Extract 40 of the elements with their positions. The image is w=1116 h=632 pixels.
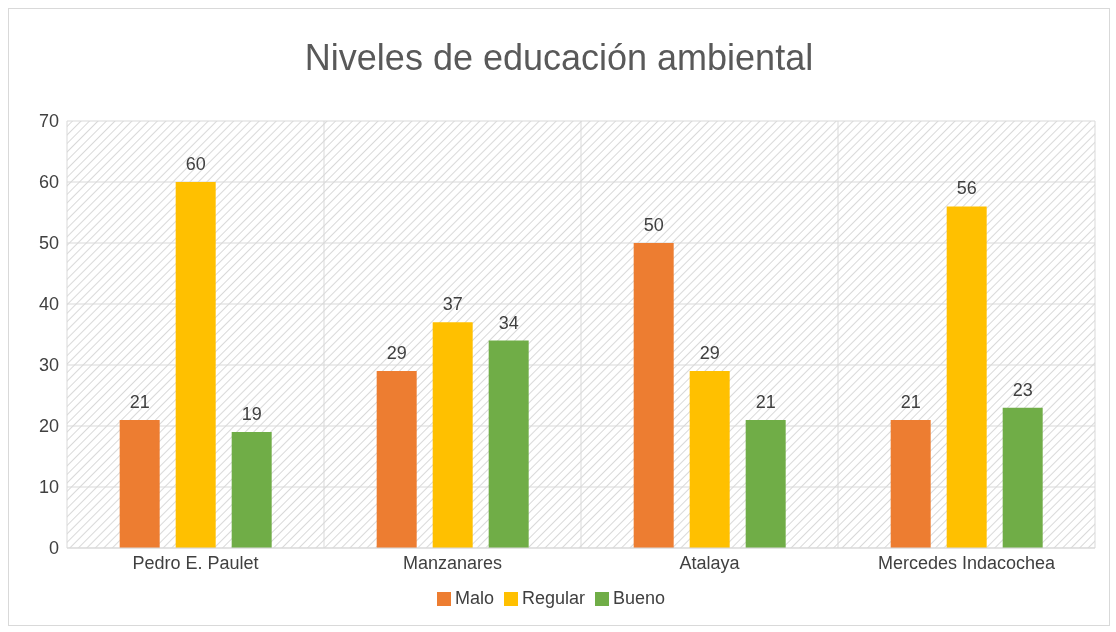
x-tick-label: Manzanares — [402, 552, 503, 573]
data-label: 50 — [643, 215, 664, 235]
x-tick-label: Mercedes Indacochea — [877, 552, 1057, 573]
legend-label: Regular — [521, 588, 585, 608]
y-tick-label: 60 — [38, 172, 59, 193]
y-tick-label: 0 — [48, 538, 59, 559]
x-tick-label: Pedro E. Paulet — [132, 552, 259, 573]
legend-label: Malo — [454, 588, 494, 608]
data-label: 29 — [699, 343, 720, 364]
bar — [231, 432, 272, 548]
data-label: 60 — [185, 154, 206, 174]
chart-title: Niveles de educación ambiental — [303, 36, 815, 80]
x-tick-label: Atalaya — [679, 552, 741, 573]
y-tick-label: 10 — [38, 477, 59, 498]
y-tick-label: 20 — [38, 416, 59, 437]
data-label: 56 — [956, 178, 977, 199]
y-tick-label: 40 — [38, 294, 59, 315]
data-label: 23 — [1012, 379, 1033, 400]
data-label: 21 — [129, 391, 150, 412]
data-label: 21 — [900, 391, 921, 412]
bar — [946, 206, 987, 548]
bar — [1002, 407, 1043, 548]
bar — [689, 371, 730, 548]
y-tick-label: 30 — [38, 355, 59, 376]
y-tick-label: 50 — [38, 233, 59, 254]
bar — [745, 419, 786, 548]
legend-label: Bueno — [613, 588, 666, 608]
bar — [890, 419, 931, 548]
bar — [376, 371, 417, 548]
bar — [432, 322, 473, 548]
data-label: 29 — [386, 343, 407, 364]
data-label: 37 — [442, 294, 463, 315]
bar — [175, 182, 216, 548]
data-label: 19 — [241, 404, 262, 425]
data-label: 21 — [755, 391, 776, 412]
bar — [633, 243, 674, 548]
bar — [119, 419, 160, 548]
data-label: 34 — [498, 312, 519, 333]
bar — [488, 340, 529, 548]
y-tick-label: 70 — [38, 111, 59, 132]
